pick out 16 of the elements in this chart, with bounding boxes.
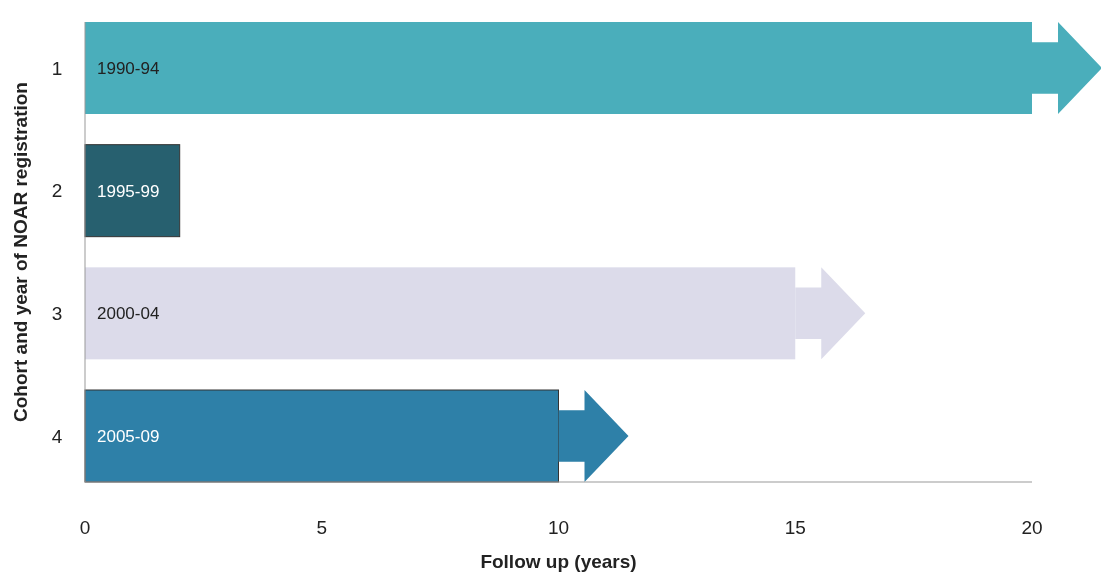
annotation: 1995-99 (97, 181, 160, 201)
annotation: 2000-04 (97, 304, 160, 324)
x-tick-label: 20 (1021, 517, 1043, 538)
y-axis-title: Cohort and year of NOAR registration (10, 82, 31, 422)
y-tick-label: 2 (51, 180, 63, 202)
y-tick-label: 3 (51, 302, 63, 324)
bar (84, 144, 181, 238)
y-tick-label: 4 (51, 425, 63, 447)
x-axis-title: Follow up (years) (480, 551, 637, 572)
x-tick-label: 10 (547, 517, 570, 538)
x-tick-label: 5 (316, 517, 328, 538)
x-tick-label: 0 (79, 517, 91, 538)
y-tick-label: 1 (51, 57, 63, 79)
annotation: 2005-09 (97, 426, 160, 446)
x-tick-label: 15 (784, 517, 806, 538)
annotation: 1990-94 (97, 58, 160, 78)
